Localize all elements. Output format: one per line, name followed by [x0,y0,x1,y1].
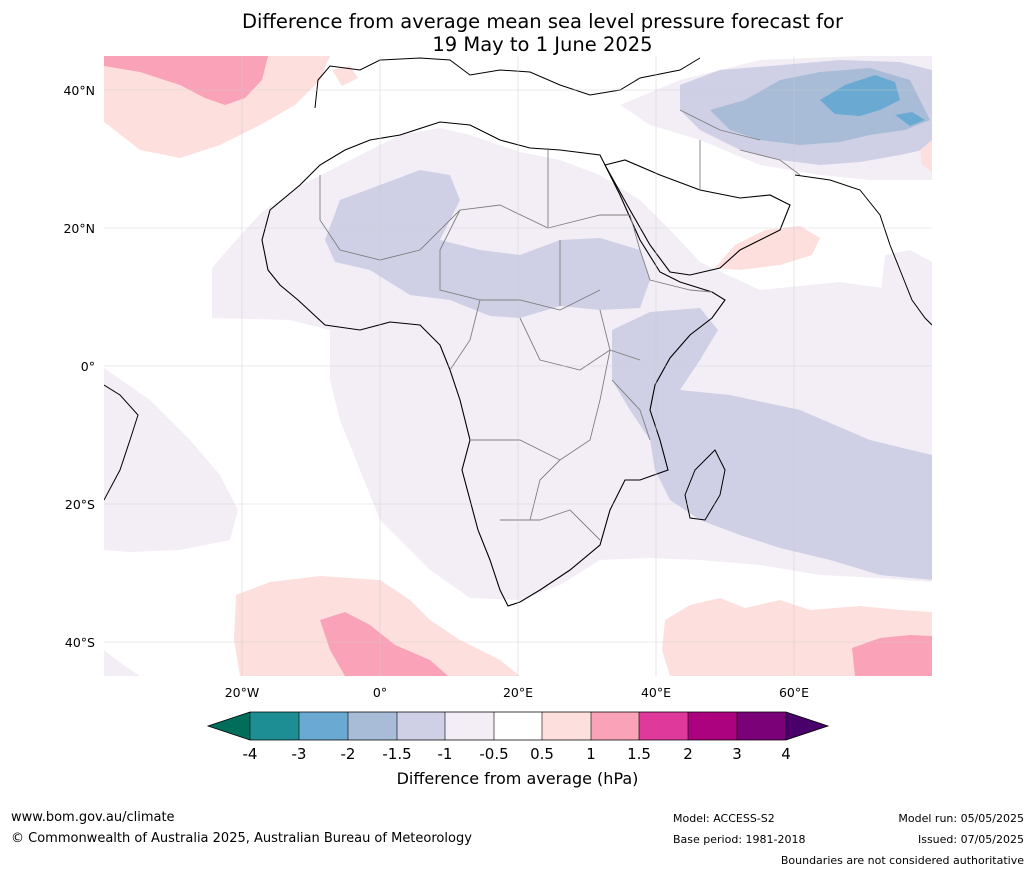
contour-neg2-asia-east [895,112,925,126]
lat-label-40s: 40°S [65,635,95,650]
contour-pos1-south-atlantic [320,612,448,676]
lon-label-60e: 60°E [779,685,809,700]
contour-pos05-north-atlantic [104,56,330,158]
contour-pos05-east-edge [920,140,932,172]
africa-coastline [261,121,726,607]
colorbar-bin-neg2 [348,712,397,740]
map-area [104,56,932,676]
arabia-coastline [604,159,791,276]
footer-model-run: Model run: 05/05/2025 [898,812,1024,825]
europe-coastline [314,57,701,109]
lon-label-20e: 20°E [503,685,533,700]
footer-issued: Issued: 07/05/2025 [917,833,1024,846]
colorbar-bin-neg3 [299,712,348,740]
madagascar-coastline [684,449,726,521]
colorbar-bin-pos15 [639,712,688,740]
colorbar-tick-pos3: 3 [732,745,742,763]
colorbar-tick-pos05: 0.5 [530,745,554,763]
lat-label-equator: 0° [81,359,95,374]
colorbar-tick-pos1: 1 [586,745,596,763]
lat-label-40n: 40°N [63,83,95,98]
footer-base-period: Base period: 1981-2018 [673,833,806,846]
colorbar-tick-pos4: 4 [781,745,791,763]
footer-copyright: © Commonwealth of Australia 2025, Austra… [11,831,472,846]
colorbar-bin-pos1 [591,712,639,740]
colorbar-tick-neg2: -2 [341,745,356,763]
contour-pos05-south-atlantic [234,576,520,676]
footer-disclaimer: Boundaries are not considered authoritat… [780,854,1024,867]
colorbar-tick-neg15: -1.5 [382,745,411,763]
colorbar-bin-neg4 [250,712,299,740]
colorbar-dividers [249,712,787,740]
colorbar-tick-pos2: 2 [683,745,693,763]
india-coastline [794,174,932,326]
south-america-coastline [104,384,139,501]
contour-neg1-indian-ocean [612,308,932,580]
lon-label-40e: 40°E [641,685,671,700]
map-title-line1: Difference from average mean sea level p… [242,10,843,33]
lon-label-20w: 20°W [225,685,260,700]
footer-website: www.bom.gov.au/climate [11,810,175,825]
colorbar-bin-pos2 [688,712,737,740]
lon-label-0: 0° [373,685,387,700]
colorbar-tick-neg1: -1 [438,745,453,763]
colorbar-bin-pos05 [542,712,591,740]
colorbar-min-arrow [208,712,250,740]
lat-label-20n: 20°N [63,221,95,236]
colorbar-max-arrow [786,712,828,740]
colorbar-bin-neg1 [445,712,494,740]
contour-neg2-asia [820,75,900,116]
colorbar-label: Difference from average (hPa) [396,769,639,788]
colorbar-bin-neg15 [397,712,445,740]
colorbar-bin-neutral [494,712,542,740]
footer-model: Model: ACCESS-S2 [673,812,775,825]
lat-label-20s: 20°S [65,497,95,512]
colorbar-bin-pos3 [737,712,786,740]
colorbar-tick-neg4: -4 [243,745,258,763]
colorbar-tick-pos15: 1.5 [627,745,651,763]
contour-pos1-north-atlantic [104,56,268,105]
colorbar-tick-neg05: -0.5 [479,745,508,763]
contour-neg1-sahara [325,170,650,318]
map-title: Difference from average mean sea level p… [0,10,1035,56]
map-title-line2: 19 May to 1 June 2025 [432,33,653,56]
graticule [104,56,932,676]
contour-neg05-southwest [104,650,140,676]
colorbar-tick-neg3: -3 [292,745,307,763]
contour-pos1-south-indian [852,635,932,676]
contour-pos05-med [332,66,358,86]
colorbar: -4 -3 -2 -1.5 -1 -0.5 0.5 1 1.5 2 3 4 [206,711,830,763]
country-borders [319,109,801,541]
